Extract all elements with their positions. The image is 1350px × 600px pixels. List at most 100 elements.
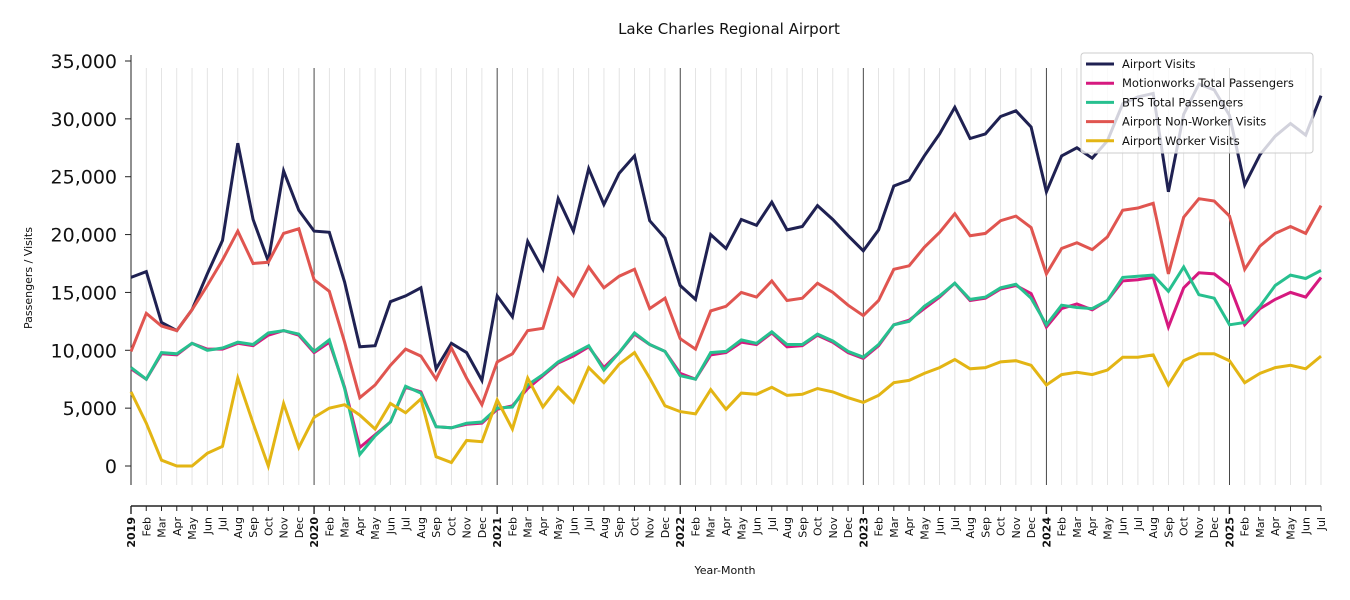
x-tick-label: Mar — [1071, 517, 1084, 538]
y-tick-label: 30,000 — [51, 109, 117, 131]
x-tick-label: May — [186, 517, 199, 540]
legend-entry: BTS Total Passengers — [1122, 95, 1243, 109]
x-tick-label: Jun — [1117, 517, 1130, 535]
x-tick-label: Aug — [415, 517, 428, 538]
x-tick-label: Sep — [613, 517, 626, 538]
y-tick-label: 25,000 — [51, 167, 117, 189]
x-tick-label: Nov — [278, 517, 291, 539]
x-tick-label: Jul — [949, 517, 962, 531]
x-tick-label: Feb — [323, 517, 336, 536]
legend-entry: Motionworks Total Passengers — [1122, 76, 1294, 90]
x-tick-label: Mar — [705, 517, 718, 538]
series-lines — [129, 82, 1323, 472]
x-tick-label: Dec — [476, 517, 489, 538]
x-tick-label: Apr — [1086, 517, 1099, 537]
x-tick-label: May — [735, 517, 748, 540]
x-tick-label: Sep — [430, 517, 443, 538]
y-tick-label: 35,000 — [51, 51, 117, 73]
x-tick-label: Nov — [644, 517, 657, 539]
x-tick-label: Mar — [156, 517, 169, 538]
x-tick-label: Sep — [247, 517, 260, 538]
x-tick-label: 2021 — [491, 517, 504, 548]
x-tick-label: Oct — [262, 516, 275, 536]
y-tick-label: 10,000 — [51, 340, 117, 362]
x-tick-label: Mar — [339, 517, 352, 538]
series-line-airport-non-worker-visits — [129, 197, 1323, 409]
x-tick-label: Nov — [827, 517, 840, 539]
x-tick-label: Sep — [796, 517, 809, 538]
x-tick-label: Mar — [1254, 517, 1267, 538]
series-line-airport-worker-visits — [129, 350, 1322, 472]
x-tick-label: Jul — [583, 517, 596, 531]
x-tick-label: Feb — [506, 517, 519, 536]
x-tick-label: Jun — [201, 517, 214, 535]
x-tick-label: Apr — [903, 517, 916, 537]
x-tick-label: May — [369, 517, 382, 540]
legend-entry: Airport Non-Worker Visits — [1122, 115, 1266, 129]
x-tick-label: Dec — [293, 517, 306, 538]
x-tick-label: Feb — [873, 517, 886, 536]
legend-entry: Airport Visits — [1122, 57, 1196, 71]
x-tick-label: Aug — [964, 517, 977, 538]
x-tick-label: May — [918, 517, 931, 540]
x-tick-label: Oct — [628, 516, 641, 536]
x-tick-label: Oct — [995, 516, 1008, 536]
x-tick-label: Jul — [400, 517, 413, 531]
legend-box — [1080, 52, 1314, 154]
x-tick-label: Jul — [1315, 517, 1328, 531]
chart-title: Lake Charles Regional Airport — [618, 20, 840, 38]
x-tick-label: May — [1284, 517, 1297, 540]
x-tick-label: Jul — [1132, 517, 1145, 531]
x-tick-label: 2024 — [1040, 517, 1053, 548]
x-tick-label: Dec — [1208, 517, 1221, 538]
x-tick-label: Sep — [979, 517, 992, 538]
x-tick-label: Apr — [720, 517, 733, 537]
x-tick-label: Feb — [689, 517, 702, 536]
x-tick-label: Mar — [888, 517, 901, 538]
x-tick-label: Apr — [354, 517, 367, 537]
y-tick-label: 5,000 — [63, 398, 117, 420]
x-tick-label: May — [552, 517, 565, 540]
x-tick-label: Dec — [1025, 517, 1038, 538]
x-tick-label: Nov — [1193, 517, 1206, 539]
x-tick-label: Dec — [842, 517, 855, 538]
x-tick-label: Jul — [217, 517, 230, 531]
x-tick-label: Jun — [567, 517, 580, 535]
y-tick-label: 0 — [105, 456, 117, 478]
x-tick-label: Feb — [1239, 517, 1252, 536]
series-line-bts-total-passengers — [130, 264, 1322, 458]
x-tick-label: 2023 — [857, 517, 870, 548]
x-tick-label: Nov — [1010, 517, 1023, 539]
y-tick-label: 15,000 — [51, 282, 117, 304]
x-tick-label: Jun — [1300, 517, 1313, 535]
x-tick-label: Jun — [751, 517, 764, 535]
x-tick-label: Apr — [1269, 517, 1282, 537]
x-tick-label: 2022 — [674, 517, 687, 548]
y-axis-label: Passengers / Visits — [22, 227, 35, 329]
x-tick-label: Nov — [461, 517, 474, 539]
x-tick-label: Dec — [659, 517, 672, 538]
y-tick-label: 20,000 — [51, 225, 117, 247]
x-tick-label: Oct — [812, 516, 825, 536]
x-tick-label: Mar — [522, 517, 535, 538]
x-tick-label: Aug — [232, 517, 245, 538]
x-tick-label: May — [1101, 517, 1114, 540]
x-tick-label: Oct — [445, 516, 458, 536]
x-tick-label: 2020 — [308, 517, 321, 548]
x-tick-label: 2025 — [1223, 517, 1236, 548]
legend: Airport Visits Motionworks Total Passenge… — [1080, 52, 1314, 154]
x-tick-label: Oct — [1178, 516, 1191, 536]
x-tick-label: Jun — [934, 517, 947, 535]
x-tick-label: Jun — [384, 517, 397, 535]
x-tick-label: Aug — [781, 517, 794, 538]
x-tick-label: Aug — [1147, 517, 1160, 538]
x-tick-label: Feb — [140, 517, 153, 536]
x-tick-label: Aug — [598, 517, 611, 538]
x-tick-label: 2019 — [125, 517, 138, 548]
x-tick-label: Apr — [537, 517, 550, 537]
x-tick-label: Feb — [1056, 517, 1069, 536]
x-tick-label: Apr — [171, 517, 184, 537]
x-tick-label: Jul — [766, 517, 779, 531]
legend-entry: Airport Worker Visits — [1122, 134, 1240, 148]
